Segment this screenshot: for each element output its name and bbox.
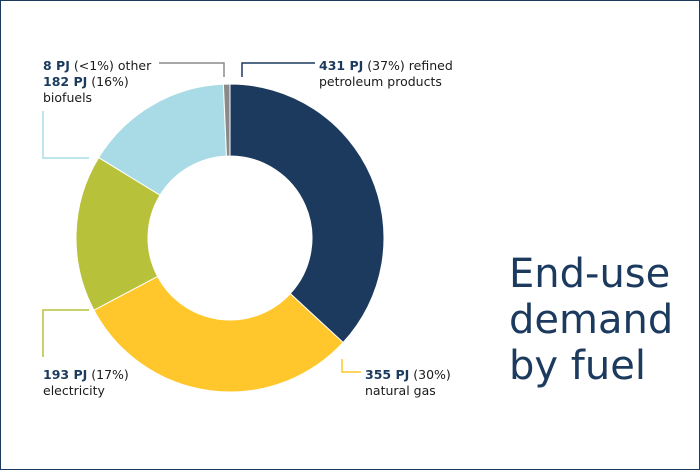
label-electricity-name: electricity xyxy=(43,383,105,398)
label-electricity: 193 PJ (17%) electricity xyxy=(43,367,129,399)
leader-line-biofuels xyxy=(42,111,89,159)
leader-line-electricity xyxy=(42,309,89,357)
label-refined-petroleum-name1: refined xyxy=(408,58,453,73)
label-natural-gas-name: natural gas xyxy=(365,383,436,398)
label-natural-gas-value: 355 PJ xyxy=(365,367,410,382)
label-biofuels-pct: (16%) xyxy=(91,74,129,89)
label-natural-gas: 355 PJ (30%) natural gas xyxy=(365,367,451,399)
label-electricity-value: 193 PJ xyxy=(43,367,88,382)
label-refined-petroleum: 431 PJ (37%) refined petroleum products xyxy=(319,58,453,90)
label-refined-petroleum-value: 431 PJ xyxy=(319,58,364,73)
label-biofuels-name: biofuels xyxy=(43,90,93,105)
label-natural-gas-pct: (30%) xyxy=(413,367,451,382)
chart-title: End-use demand by fuel xyxy=(509,251,689,389)
label-biofuels-value: 182 PJ xyxy=(43,74,88,89)
slice-natural-gas xyxy=(93,275,344,393)
slice-other xyxy=(222,83,231,157)
chart-title-line-2: demand xyxy=(509,297,674,343)
label-other-value: 8 PJ xyxy=(43,58,70,73)
leader-line-other xyxy=(159,62,225,77)
chart-title-line-3: by fuel xyxy=(509,343,646,389)
leader-line-natural-gas xyxy=(341,359,361,373)
slice-refined-petroleum-products xyxy=(229,83,385,344)
chart-title-line-1: End-use xyxy=(509,251,671,297)
label-biofuels: 182 PJ (16%) biofuels xyxy=(43,74,129,106)
label-refined-petroleum-name2: petroleum products xyxy=(319,74,442,89)
leader-line-refined-petroleum xyxy=(241,62,315,77)
label-other-pct: (<1%) xyxy=(73,58,114,73)
label-other-name: other xyxy=(117,58,152,73)
label-refined-petroleum-pct: (37%) xyxy=(367,58,405,73)
label-other: 8 PJ (<1%) other xyxy=(43,58,151,74)
label-electricity-pct: (17%) xyxy=(91,367,129,382)
